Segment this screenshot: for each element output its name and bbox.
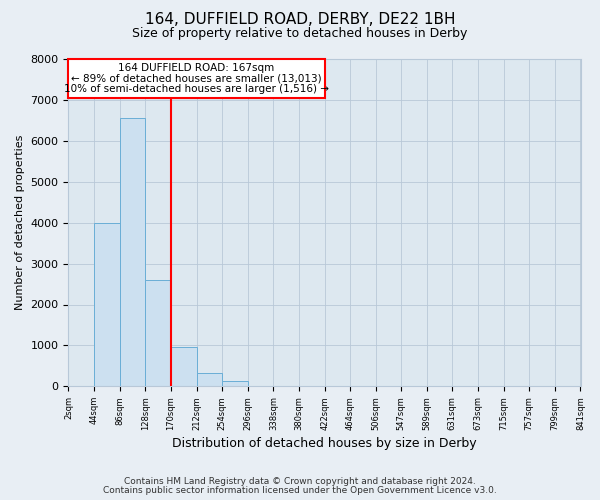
Text: Size of property relative to detached houses in Derby: Size of property relative to detached ho… xyxy=(133,28,467,40)
Bar xyxy=(145,280,171,386)
Text: ← 89% of detached houses are smaller (13,013): ← 89% of detached houses are smaller (13… xyxy=(71,74,322,84)
X-axis label: Distribution of detached houses by size in Derby: Distribution of detached houses by size … xyxy=(172,437,477,450)
Text: 164 DUFFIELD ROAD: 167sqm: 164 DUFFIELD ROAD: 167sqm xyxy=(118,62,275,72)
Bar xyxy=(171,348,197,387)
Bar xyxy=(119,118,145,386)
Y-axis label: Number of detached properties: Number of detached properties xyxy=(15,135,25,310)
Bar xyxy=(197,373,222,386)
Text: Contains public sector information licensed under the Open Government Licence v3: Contains public sector information licen… xyxy=(103,486,497,495)
Bar xyxy=(222,381,248,386)
FancyBboxPatch shape xyxy=(68,59,325,98)
Text: Contains HM Land Registry data © Crown copyright and database right 2024.: Contains HM Land Registry data © Crown c… xyxy=(124,477,476,486)
Text: 164, DUFFIELD ROAD, DERBY, DE22 1BH: 164, DUFFIELD ROAD, DERBY, DE22 1BH xyxy=(145,12,455,28)
Bar xyxy=(94,222,119,386)
Text: 10% of semi-detached houses are larger (1,516) →: 10% of semi-detached houses are larger (… xyxy=(64,84,329,94)
